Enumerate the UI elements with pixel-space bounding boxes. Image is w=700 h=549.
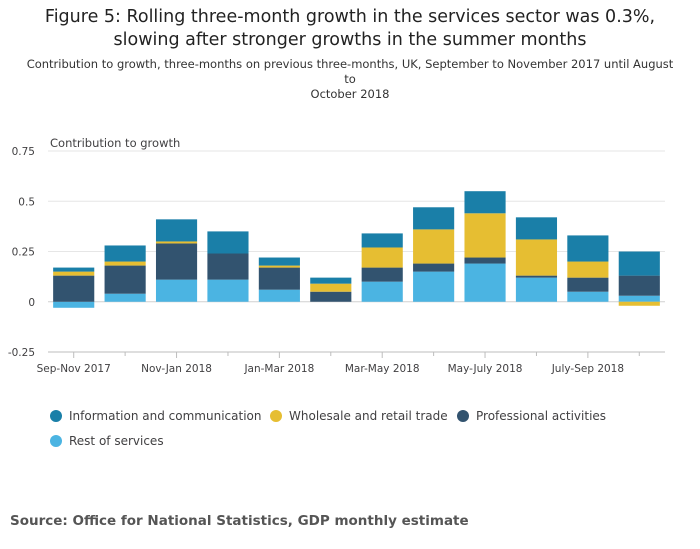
bar-segment xyxy=(567,277,609,292)
bar-segment xyxy=(515,275,558,278)
legend-item[interactable]: Wholesale and retail trade xyxy=(270,408,448,424)
axes: -0.25 0 0.25 0.5 0.75 Sep-Nov 2017 Nov-Jan 201… xyxy=(8,146,665,375)
bar-segment xyxy=(53,267,95,272)
x-tick-label: May-July 2018 xyxy=(448,363,523,375)
y-axis-label: Contribution to growth xyxy=(50,136,180,150)
bar-segment xyxy=(464,263,506,302)
bar-segment xyxy=(413,263,455,272)
x-tick-label: Sep-Nov 2017 xyxy=(37,363,111,375)
bar-segment xyxy=(515,277,558,302)
chart-title-line-2: slowing after stronger growths in the su… xyxy=(113,30,587,50)
bars xyxy=(53,191,660,308)
bar-segment xyxy=(361,247,403,268)
bar-segment xyxy=(413,271,455,302)
bar-segment xyxy=(258,289,300,302)
legend-item[interactable]: Rest of services xyxy=(50,433,164,449)
bar-segment xyxy=(464,213,506,258)
bar-segment xyxy=(155,241,198,244)
chart-title: Figure 5: Rolling three-month growth in … xyxy=(0,6,700,52)
bar-segment xyxy=(515,239,558,276)
bar-segment xyxy=(618,275,660,296)
legend-item[interactable]: Information and communication xyxy=(50,408,261,424)
legend-label: Professional activities xyxy=(476,409,607,423)
bar-segment xyxy=(104,245,146,262)
legend-label: Rest of services xyxy=(69,434,164,448)
bar-segment xyxy=(258,265,300,268)
bar-segment xyxy=(155,243,198,280)
bar-segment xyxy=(618,295,660,302)
bar-segment xyxy=(53,275,95,302)
x-tick-label: July-Sep 2018 xyxy=(551,363,624,375)
bar-segment xyxy=(258,267,300,290)
bar-segment xyxy=(618,251,660,276)
chart-title-line-1: Figure 5: Rolling three-month growth in … xyxy=(44,7,656,27)
bar-segment xyxy=(361,233,403,248)
bar-segment xyxy=(310,277,352,284)
bar-segment xyxy=(207,253,249,280)
chart-subtitle-line-2: October 2018 xyxy=(310,87,390,101)
bar-segment xyxy=(618,301,660,306)
legend-item[interactable]: Professional activities xyxy=(457,408,606,424)
bar-segment xyxy=(258,257,300,266)
y-tick-label: 0 xyxy=(28,297,35,309)
legend-label: Information and communication xyxy=(69,409,262,423)
bar-segment xyxy=(567,261,609,278)
bar-segment xyxy=(361,281,403,302)
bar-segment xyxy=(104,293,146,302)
y-tick-label: 0.5 xyxy=(18,196,35,208)
y-tick-label: 0.25 xyxy=(12,247,35,259)
bar-segment xyxy=(104,265,146,294)
bar-segment xyxy=(310,283,352,292)
bar-segment xyxy=(104,261,146,266)
bar-segment xyxy=(310,291,352,302)
bar-segment xyxy=(464,191,506,214)
bar-segment xyxy=(155,219,198,242)
bar-segment xyxy=(361,267,403,282)
legend-swatch xyxy=(50,434,62,447)
bar-segment xyxy=(413,207,455,230)
bar-segment xyxy=(53,271,95,276)
x-tick-label: Mar-May 2018 xyxy=(345,363,420,375)
bar-segment xyxy=(515,217,558,240)
chart-subtitle-line-1: Contribution to growth, three-months on … xyxy=(26,57,674,86)
source-note: Source: Office for National Statistics, … xyxy=(10,513,469,529)
x-tick-label: Nov-Jan 2018 xyxy=(141,363,212,375)
y-tick-label: -0.25 xyxy=(8,347,35,359)
legend-label: Wholesale and retail trade xyxy=(289,409,448,423)
x-tick-label: Jan-Mar 2018 xyxy=(243,363,314,375)
bar-segment xyxy=(53,301,95,308)
bar-segment xyxy=(155,279,198,302)
y-tick-label: 0.75 xyxy=(12,146,35,158)
bar-segment xyxy=(567,291,609,302)
bar-segment xyxy=(413,229,455,264)
legend-swatch xyxy=(270,409,282,422)
chart-subtitle: Contribution to growth, three-months on … xyxy=(20,57,680,102)
grid-lines xyxy=(48,150,665,353)
legend-swatch xyxy=(457,409,469,422)
bar-segment xyxy=(567,235,609,262)
stacked-bar-chart: -0.25 0 0.25 0.5 0.75 Sep-Nov 2017 Nov-Jan 201… xyxy=(8,136,665,375)
legend-swatch xyxy=(50,409,62,422)
bar-segment xyxy=(464,257,506,264)
bar-segment xyxy=(207,231,249,254)
bar-segment xyxy=(207,279,249,302)
